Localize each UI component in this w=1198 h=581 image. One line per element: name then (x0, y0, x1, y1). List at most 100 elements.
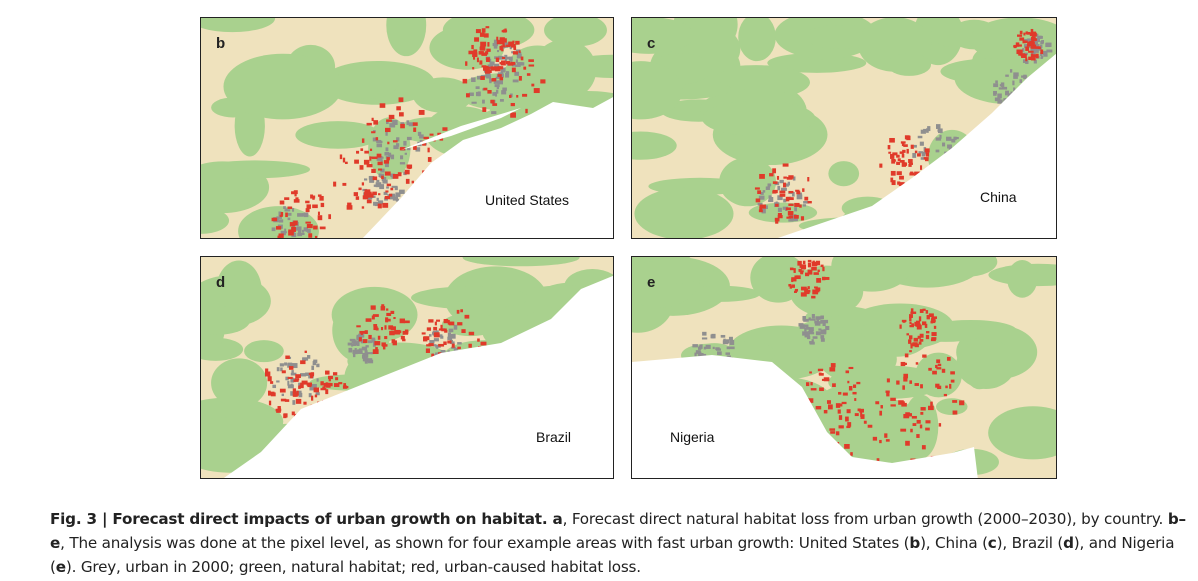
urban-area (487, 64, 494, 67)
urban-area (365, 345, 369, 348)
urban-area (451, 346, 456, 349)
urban-area (312, 361, 317, 366)
natural-habitat (632, 131, 677, 160)
habitat-loss (899, 175, 904, 180)
habitat-loss (433, 326, 438, 331)
habitat-loss (1026, 31, 1031, 35)
habitat-loss (363, 192, 370, 197)
natural-habitat (915, 352, 962, 398)
habitat-loss (388, 114, 395, 120)
habitat-loss (499, 77, 504, 81)
habitat-loss (795, 189, 800, 192)
habitat-loss (265, 368, 269, 374)
urban-area (280, 367, 283, 372)
urban-area (825, 325, 830, 331)
urban-area (515, 64, 521, 67)
habitat-loss (501, 48, 504, 52)
habitat-loss (280, 398, 287, 402)
habitat-loss (794, 290, 797, 293)
habitat-loss (427, 147, 430, 153)
urban-area (1013, 87, 1016, 92)
urban-area (1041, 40, 1044, 43)
habitat-loss (426, 344, 431, 347)
habitat-loss (437, 132, 442, 137)
urban-area (496, 49, 500, 53)
habitat-loss (892, 152, 898, 156)
urban-area (372, 137, 378, 142)
urban-area (720, 334, 726, 338)
habitat-loss (921, 445, 926, 450)
habitat-loss (817, 368, 824, 372)
panel-letter: c (647, 35, 655, 52)
urban-area (814, 321, 821, 326)
habitat-loss (846, 409, 851, 414)
urban-area (506, 71, 510, 74)
habitat-loss (518, 50, 521, 53)
natural-habitat (544, 18, 607, 47)
habitat-loss (526, 73, 531, 76)
urban-area (697, 346, 702, 350)
caption-bold: c (987, 534, 997, 552)
habitat-loss (394, 329, 401, 335)
habitat-loss (935, 364, 938, 369)
habitat-loss (427, 157, 432, 162)
habitat-loss (875, 401, 880, 405)
habitat-loss (465, 61, 468, 66)
habitat-loss (291, 227, 296, 232)
urban-area (695, 350, 701, 354)
habitat-loss (298, 385, 301, 389)
urban-area (385, 131, 388, 136)
urban-area (1000, 82, 1005, 87)
urban-area (765, 205, 768, 210)
habitat-loss (903, 373, 909, 379)
urban-area (276, 367, 280, 372)
habitat-loss (900, 361, 906, 367)
habitat-loss (838, 425, 844, 429)
urban-area (994, 97, 1001, 102)
urban-area (457, 342, 462, 345)
habitat-loss (402, 330, 409, 335)
urban-area (1027, 38, 1031, 41)
habitat-loss (480, 41, 487, 47)
habitat-loss (916, 419, 921, 424)
habitat-loss (800, 271, 804, 275)
habitat-loss (774, 217, 780, 222)
habitat-loss (397, 330, 402, 334)
habitat-loss (295, 374, 301, 378)
habitat-loss (925, 420, 931, 424)
urban-area (694, 352, 697, 357)
urban-area (476, 75, 483, 80)
urban-area (805, 326, 810, 330)
habitat-loss (361, 182, 365, 186)
habitat-loss (830, 363, 836, 368)
natural-habitat (211, 358, 268, 408)
urban-area (781, 187, 787, 191)
habitat-loss (404, 169, 410, 175)
habitat-loss (788, 215, 794, 219)
urban-area (482, 99, 485, 104)
urban-area (311, 365, 315, 370)
habitat-loss (897, 158, 901, 161)
habitat-loss (919, 309, 924, 313)
urban-area (369, 178, 375, 183)
habitat-loss (928, 367, 932, 371)
habitat-loss (788, 284, 792, 287)
habitat-loss (298, 400, 301, 404)
natural-habitat (767, 52, 867, 73)
habitat-loss (890, 397, 896, 401)
habitat-loss (481, 52, 488, 56)
urban-area (809, 341, 815, 345)
natural-habitat (701, 100, 816, 137)
habitat-loss (355, 196, 360, 200)
habitat-loss (370, 156, 374, 159)
urban-area (716, 348, 721, 351)
habitat-loss (279, 388, 286, 393)
map-panel: e Nigeria (631, 256, 1057, 479)
urban-area (308, 393, 312, 398)
urban-area (396, 137, 400, 142)
habitat-loss (904, 353, 909, 358)
ocean (362, 97, 613, 238)
habitat-loss (328, 214, 332, 220)
panel-letter: d (216, 274, 225, 291)
urban-area (1023, 39, 1029, 42)
